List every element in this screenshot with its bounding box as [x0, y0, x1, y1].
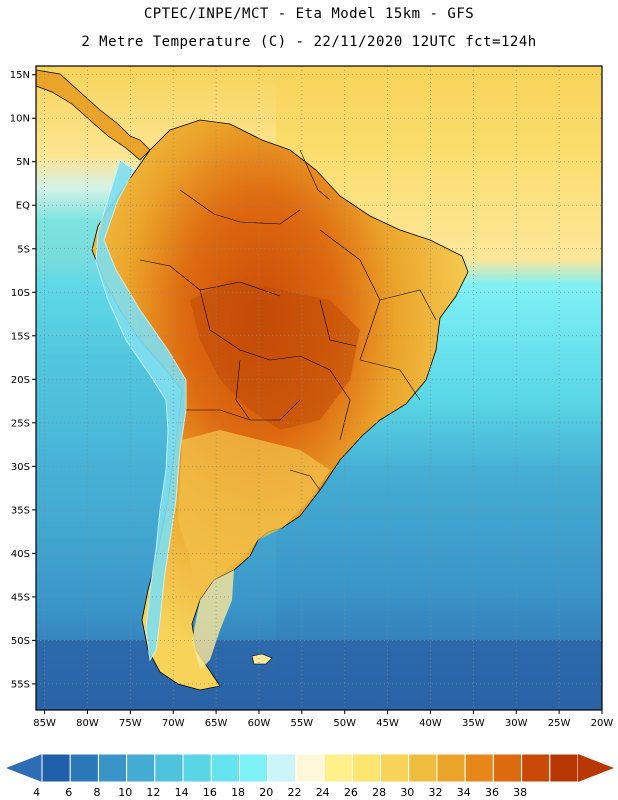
- colorbar-label: 6: [65, 786, 72, 799]
- map-frame: [35, 65, 603, 711]
- lat-tick-label: 5S: [17, 244, 30, 255]
- lat-tick-label: 15N: [10, 70, 30, 81]
- colorbar-swatch: [210, 753, 240, 783]
- lat-tick-label: 20S: [11, 375, 30, 386]
- colorbar-swatch: [380, 753, 410, 783]
- colorbar-swatch: [295, 753, 325, 783]
- border-uruguay: [289, 469, 321, 491]
- lon-tick-label: 50W: [333, 718, 356, 729]
- colorbar-label: 38: [513, 786, 527, 799]
- colorbar-label: 18: [231, 786, 245, 799]
- colorbar-swatch: [69, 753, 99, 783]
- colorbar-swatch: [97, 753, 128, 783]
- colorbar-swatch: [464, 753, 494, 783]
- colorbar-swatch: [521, 753, 551, 783]
- lat-tick-label: 5N: [16, 157, 30, 168]
- colorbar-label: 22: [287, 786, 301, 799]
- falkland-islands: [251, 653, 273, 665]
- lon-tick-label: 25W: [548, 718, 571, 729]
- lon-tick-label: 20W: [591, 718, 614, 729]
- map-graticule: [36, 66, 602, 710]
- lat-tick-label: 50S: [11, 636, 30, 647]
- latitude-axis: 15N 10N 5N EQ 5S 10S 15S 20S 25S 30S 35S 40S 45S 50S 5…: [10, 70, 36, 690]
- border-brazil-states-3: [319, 299, 357, 347]
- lat-tick-label: 35S: [11, 505, 30, 516]
- lat-tick-label: EQ: [16, 201, 30, 212]
- colorbar-label: 12: [146, 786, 160, 799]
- colorbar-swatch: [492, 753, 523, 783]
- colorbar-swatch: [323, 753, 353, 783]
- colorbar-label: 34: [457, 786, 471, 799]
- border-brazil-south: [299, 355, 351, 441]
- colorbar-label: 30: [400, 786, 414, 799]
- border-venezuela-brazil: [179, 189, 301, 225]
- andes-cold-strip: [95, 159, 187, 662]
- colorbar-swatch: [182, 753, 212, 783]
- lon-tick-label: 65W: [205, 718, 228, 729]
- lat-tick-label: 45S: [11, 592, 30, 603]
- lon-tick-label: 55W: [291, 718, 314, 729]
- colorbar-low-arrow: [6, 754, 42, 782]
- country-borders: [139, 149, 437, 491]
- colorbar-label: 4: [33, 786, 40, 799]
- border-argentina-north: [186, 409, 251, 421]
- colorbar-swatch: [436, 753, 466, 783]
- lon-tick-label: 45W: [376, 718, 399, 729]
- lat-tick-label: 55S: [11, 679, 30, 690]
- longitude-axis: 85W 80W 75W 70W 65W 60W 55W 50W 45W 40W 35W 30W 25W 2…: [33, 710, 613, 729]
- lon-tick-label: 75W: [119, 718, 142, 729]
- colorbar-swatch: [126, 753, 156, 783]
- heat-core-central: [190, 280, 360, 430]
- colorbar-swatch: [154, 753, 184, 783]
- colorbar: 4 6 8 10 12 14 16 18 20 22 24 26 28 30 32 34 36 38: [6, 753, 614, 799]
- colorbar-swatch: [238, 753, 269, 783]
- lon-tick-label: 40W: [419, 718, 442, 729]
- border-guianas: [299, 149, 331, 201]
- colorbar-label: 16: [203, 786, 217, 799]
- chart-title-line1: CPTEC/INPE/MCT - Eta Model 15km - GFS: [143, 6, 475, 22]
- colorbar-swatch: [408, 753, 438, 783]
- colorbar-swatch: [351, 753, 382, 783]
- colorbar-high-arrow: [578, 754, 614, 782]
- colorbar-label: 20: [259, 786, 273, 799]
- colorbar-swatch: [267, 753, 297, 783]
- mild-southern-cone: [178, 430, 330, 600]
- lat-tick-label: 15S: [11, 331, 30, 342]
- colorbar-swatch: [549, 753, 579, 783]
- border-bolivia: [199, 289, 301, 361]
- southern-ocean-field: [36, 640, 602, 710]
- colorbar-label: 10: [118, 786, 132, 799]
- lon-tick-label: 70W: [162, 718, 185, 729]
- colorbar-swatch: [41, 753, 71, 783]
- lon-tick-label: 85W: [33, 718, 56, 729]
- lat-tick-label: 30S: [11, 462, 30, 473]
- lon-tick-label: 80W: [76, 718, 99, 729]
- chart-title-line2: 2 Metre Temperature (C) - 22/11/2020 12U…: [81, 34, 537, 50]
- border-brazil-states-4: [359, 359, 421, 401]
- lon-tick-label: 30W: [505, 718, 528, 729]
- central-america-landmass: [36, 69, 151, 161]
- colorbar-label: 24: [316, 786, 330, 799]
- colorbar-label: 36: [485, 786, 499, 799]
- lat-tick-label: 10N: [10, 114, 30, 125]
- colorbar-label: 26: [344, 786, 358, 799]
- colorbar-label: 8: [94, 786, 101, 799]
- lat-tick-label: 40S: [11, 549, 30, 560]
- lon-tick-label: 35W: [462, 718, 485, 729]
- colorbar-label: 14: [175, 786, 189, 799]
- colorbar-label: 32: [429, 786, 443, 799]
- lat-tick-label: 10S: [11, 288, 30, 299]
- lon-tick-label: 60W: [248, 718, 271, 729]
- patagonia-mild: [192, 570, 234, 670]
- colorbar-label: 28: [372, 786, 386, 799]
- lat-tick-label: 25S: [11, 418, 30, 429]
